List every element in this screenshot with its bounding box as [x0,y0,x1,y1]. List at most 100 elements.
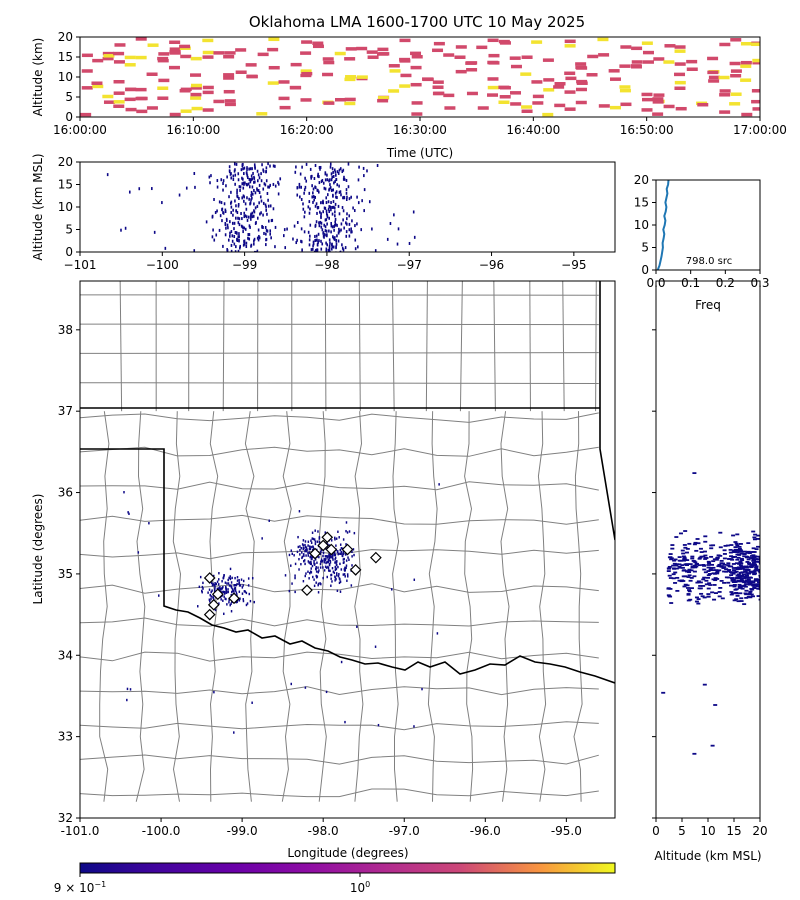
plan-view-source [334,553,337,557]
lon-alt-source [232,174,235,178]
alt-lat-source [740,575,745,578]
time-height-bin [246,74,258,79]
lon-alt-source [232,208,234,212]
lon-alt-source [335,238,338,242]
plan-view-source [248,592,251,596]
plan-view-source [158,594,160,597]
time-height-bin [81,69,93,73]
time-height-bin [444,106,456,110]
alt-lat-source [688,579,693,582]
plan-view-source [436,632,439,635]
alt-lat-source [694,596,699,599]
lon-alt-source [185,186,188,190]
lon-alt-source [309,223,312,227]
lon-alt-source [247,215,250,219]
alt-lat-source [690,557,695,560]
lon-alt-source [251,185,254,189]
plan-view-source [215,582,218,586]
plan-view-source [299,548,301,552]
plan-view-source [331,555,333,559]
lon-alt-source [332,200,335,204]
lon-alt-source [314,164,317,168]
plan-view-source [288,553,291,557]
time-height-bin [157,58,169,63]
plan-view-source [123,491,125,494]
alt-lat-source [751,530,756,533]
time-height-bin [454,55,466,59]
time-height-bin [641,41,653,45]
lon-alt-source [236,191,238,195]
alt-lat-source [722,566,727,568]
plan-view-source [342,573,345,576]
alt-lat-source [754,548,759,551]
alt-lat-source [692,570,697,573]
time-height-bin [202,90,214,95]
time-height-bin [620,45,632,49]
lon-alt-source [254,180,256,184]
lon-alt-source [253,209,255,213]
plan-view-source [343,569,346,572]
lon-alt-source [240,212,242,216]
time-height-bin [300,69,312,73]
time-height-bin [466,91,478,96]
alt-lat-source [758,576,760,579]
plan-view-source [290,549,293,552]
time-height-bin [179,89,191,93]
plan-view-source [331,580,333,583]
plan-view-frame [79,280,616,819]
county-line [80,382,599,384]
plan-view-source [315,574,318,578]
lon-alt-source [351,230,353,234]
plan-view-source [222,599,224,602]
alt-lat-source [751,561,756,564]
freq-alt-y-tick-label: 5 [641,241,649,255]
time-height-bin [433,41,445,46]
alt-lat-source [744,589,749,592]
lon-alt-x-tick-label: −99 [232,258,257,272]
time-height-bin [125,107,137,112]
plan-view-source [207,591,209,594]
time-height-bin [575,87,587,92]
lon-alt-source [242,162,244,166]
alt-lat-source [735,574,740,577]
alt-lat-source [674,564,679,567]
lon-alt-source [345,221,347,225]
county-line [354,411,364,802]
time-height-bin [620,102,632,107]
plan-view-source [335,537,338,540]
lon-alt-source [216,209,218,213]
alt-lat-source [687,542,692,545]
lon-alt-source [302,202,304,206]
alt-lat-source [751,564,756,566]
lon-alt-source [345,191,348,195]
alt-lat-source [695,538,700,540]
plan-view-source [201,585,204,589]
time-height-bin [553,85,565,89]
time-height-bin [268,65,280,70]
lon-alt-source [307,205,310,209]
plan-view-source [309,562,312,565]
plan-view-source [230,593,233,597]
lon-alt-source [238,239,240,243]
time-height-bin [565,76,577,81]
plan-view-source [310,560,312,564]
alt-lat-source [748,557,753,559]
lon-alt-source [235,162,238,166]
alt-lat-source [689,569,694,572]
plan-view-source [341,552,343,556]
lon-alt-source [332,235,334,239]
time-height-bin [422,77,434,82]
plan-view-source [218,587,220,590]
time-height-bin [498,85,510,90]
plan-view-source [326,575,328,579]
plan-view-source [246,602,249,605]
lon-alt-source [309,167,312,171]
lon-alt-source [258,236,261,240]
alt-lat-source [729,584,734,587]
lon-alt-source [336,170,339,174]
lon-alt-source [393,213,395,217]
county-line [80,514,599,525]
lon-alt-source [242,230,244,234]
plan-view-source [230,586,233,589]
time-height-bin [113,79,125,84]
